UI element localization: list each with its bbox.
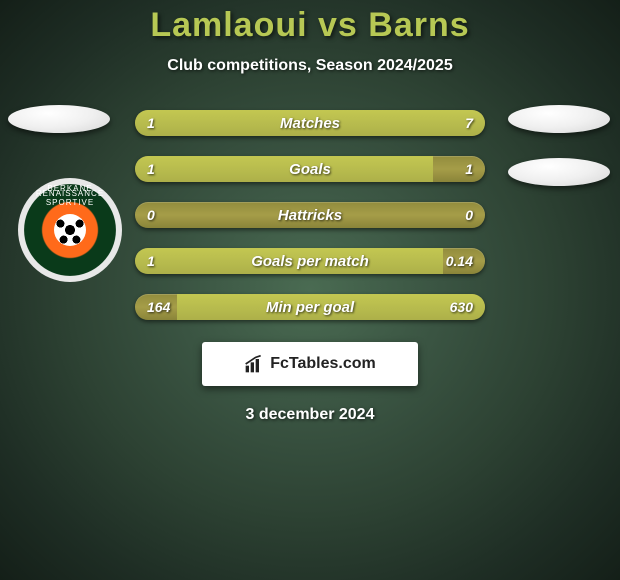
subtitle: Club competitions, Season 2024/2025 xyxy=(167,57,452,75)
stat-label: Min per goal xyxy=(135,294,485,320)
bar-chart-icon xyxy=(244,354,264,374)
stat-label: Matches xyxy=(135,110,485,136)
stat-label: Goals per match xyxy=(135,248,485,274)
attribution-text: FcTables.com xyxy=(270,355,376,373)
club-logo-text-bottom: BERKANE xyxy=(24,184,116,271)
stats-area: RENAISSANCE SPORTIVE BERKANE 17Matches 11… xyxy=(0,110,620,320)
stat-bar: 17Matches xyxy=(135,110,485,136)
club-logo: RENAISSANCE SPORTIVE BERKANE xyxy=(18,178,122,282)
player-left-placeholder xyxy=(8,105,110,133)
stat-bar: 00Hattricks xyxy=(135,202,485,228)
player-right-placeholder-2 xyxy=(508,158,610,186)
stat-label: Hattricks xyxy=(135,202,485,228)
stat-bar: 10.14Goals per match xyxy=(135,248,485,274)
stat-bar: 11Goals xyxy=(135,156,485,182)
attribution-badge: FcTables.com xyxy=(202,342,418,386)
page-title: Lamlaoui vs Barns xyxy=(150,6,469,45)
stats-bars: 17Matches 11Goals 00Hattricks 10.14Goals pe… xyxy=(135,110,485,320)
stat-bar: 164630Min per goal xyxy=(135,294,485,320)
date-text: 3 december 2024 xyxy=(246,406,375,424)
player-right-placeholder-1 xyxy=(508,105,610,133)
stat-label: Goals xyxy=(135,156,485,182)
